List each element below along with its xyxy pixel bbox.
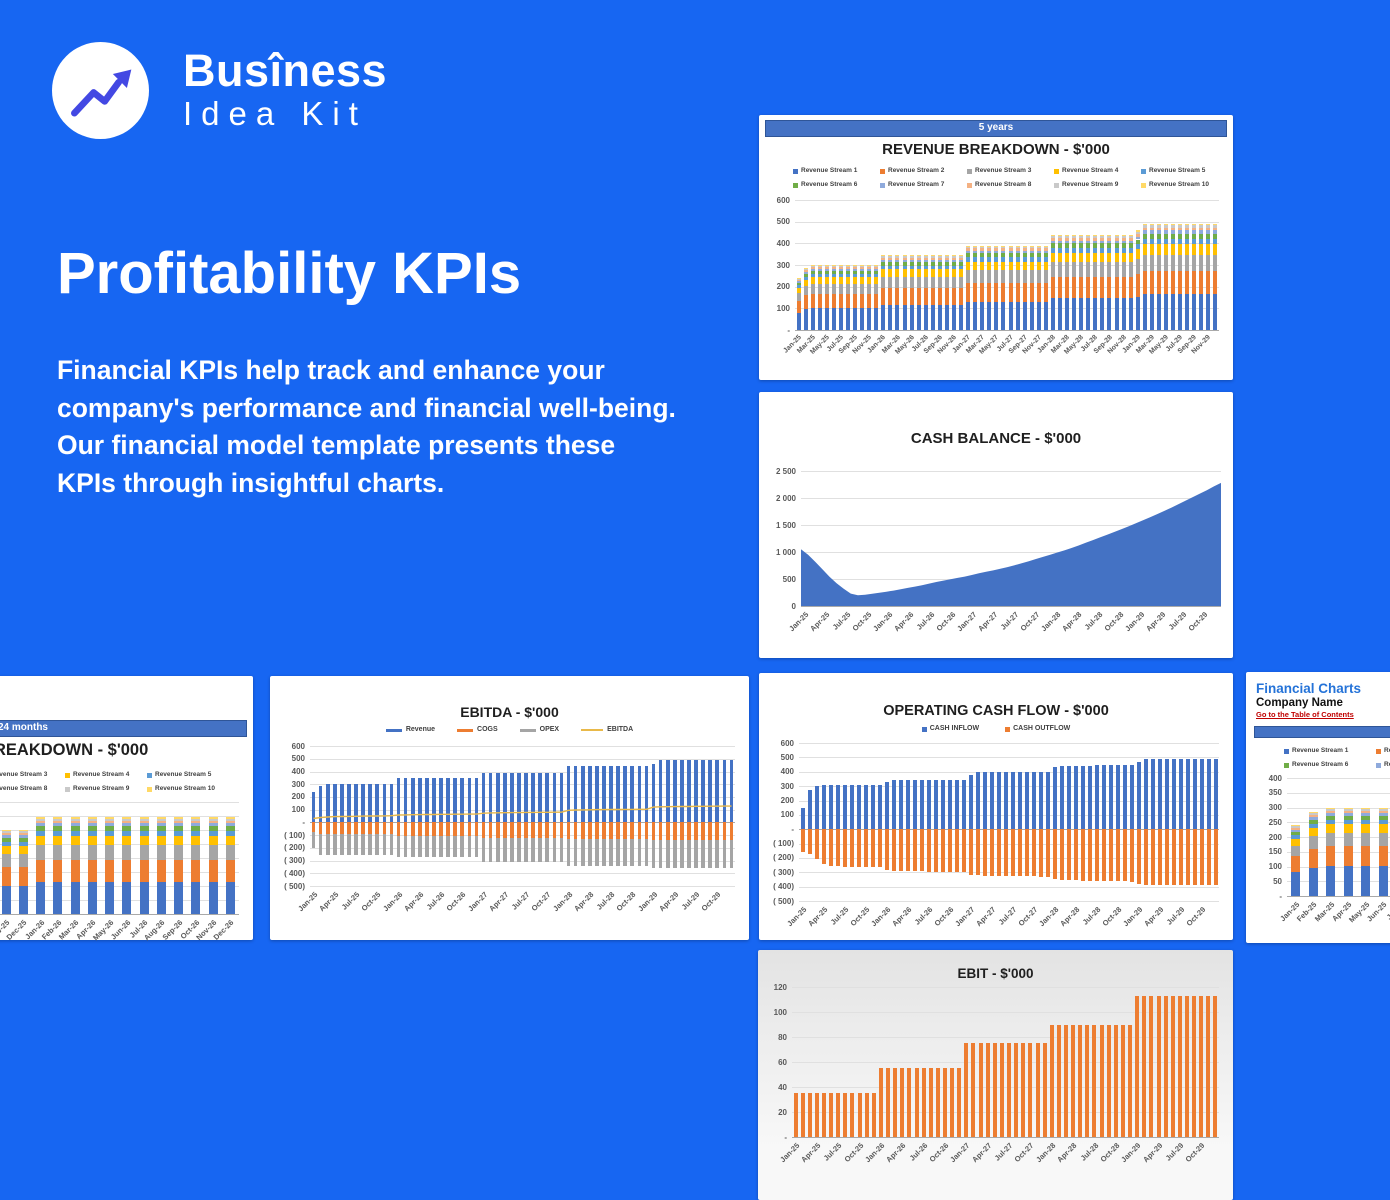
trend-arrow-icon bbox=[70, 69, 131, 117]
period-banner-mini bbox=[1254, 726, 1390, 738]
chart-title-ebitda: EBITDA - $'000 bbox=[460, 704, 559, 720]
ebit-card: EBIT - $'000 120 100 80 60 40 20- Jan-25 Apr-25… bbox=[758, 950, 1233, 1200]
financial-charts-heading: Financial Charts bbox=[1256, 681, 1362, 696]
page-title: Profitability KPIs bbox=[57, 241, 522, 306]
chart-plot: 2 500 2 000 1 500 1 000 500 0 Jan-25 Apr-25 Jul-… bbox=[765, 467, 1227, 656]
chart-title-operating-cash-flow: OPERATING CASH FLOW - $'000 bbox=[883, 703, 1109, 719]
chart-legend: CASH INFLOW CASH OUTFLOW bbox=[759, 723, 1233, 735]
brand-subname: Idea Kit bbox=[183, 95, 367, 133]
chart-plot: 600 500 400 300 200 100-( 100)( 200)( 300)( 4… bbox=[765, 739, 1227, 946]
company-name: Company Name bbox=[1256, 697, 1343, 709]
period-banner-5-years: 5 years bbox=[765, 120, 1227, 137]
cash-balance-card: CASH BALANCE - $'000 2 500 2 000 1 500 1 00… bbox=[759, 392, 1233, 658]
chart-title-revenue-breakdown: REVENUE BREAKDOWN - $'000 bbox=[882, 141, 1110, 158]
chart-legend: Revenue COGS OPEX EBITDA bbox=[270, 724, 749, 736]
page-background: Busîness Idea Kit Profitability KPIs Fin… bbox=[0, 42, 1390, 1200]
period-banner-24-months: 24 months bbox=[0, 720, 247, 737]
brand-name: Busîness bbox=[183, 45, 388, 97]
chart-plot: 120 100 80 60 40 20- Jan-25 Apr-25 Jul-25 Oct-25 J… bbox=[764, 983, 1227, 1182]
chart-title-ebit: EBIT - $'000 bbox=[957, 966, 1034, 981]
brand-text: Busîness Idea Kit bbox=[183, 48, 387, 133]
chart-plot: 600 500 400 300 200 100- Jan-25 Mar-25 May-25 Jul… bbox=[765, 196, 1227, 376]
page-description: Financial KPIs help track and enhance yo… bbox=[57, 355, 676, 498]
table-of-contents-link[interactable]: Go to the Table of Contents bbox=[1256, 710, 1354, 719]
chart-plot: 600 500 400 300 200 100-( 100)( 200)( 300)( 4… bbox=[276, 742, 743, 931]
revenue-breakdown-5y-card: 5 years REVENUE BREAKDOWN - $'000 Revenu… bbox=[759, 115, 1233, 380]
revenue-breakdown-24m-card: 24 months REVENUE BREAKDOWN - $'000 Reve… bbox=[0, 676, 253, 942]
ebitda-card: EBITDA - $'000 Revenue COGS OPEX EBITDA 600… bbox=[270, 676, 749, 940]
financial-charts-card: Financial Charts Company Name Go to the … bbox=[1246, 672, 1390, 943]
financial-charts-header: Financial Charts Company Name Go to the … bbox=[1246, 672, 1390, 720]
chart-title-revenue-breakdown-24m: REVENUE BREAKDOWN - $'000 bbox=[0, 741, 149, 759]
operating-cash-flow-card: OPERATING CASH FLOW - $'000 CASH INFLOW C… bbox=[759, 673, 1233, 940]
chart-title-cash-balance: CASH BALANCE - $'000 bbox=[910, 430, 1082, 447]
chart-plot: 40035030025020015010050-Jan-25Feb-25Mar-… bbox=[0, 802, 247, 959]
logo-circle bbox=[52, 42, 149, 139]
brand-logo: Busîness Idea Kit bbox=[52, 42, 387, 139]
